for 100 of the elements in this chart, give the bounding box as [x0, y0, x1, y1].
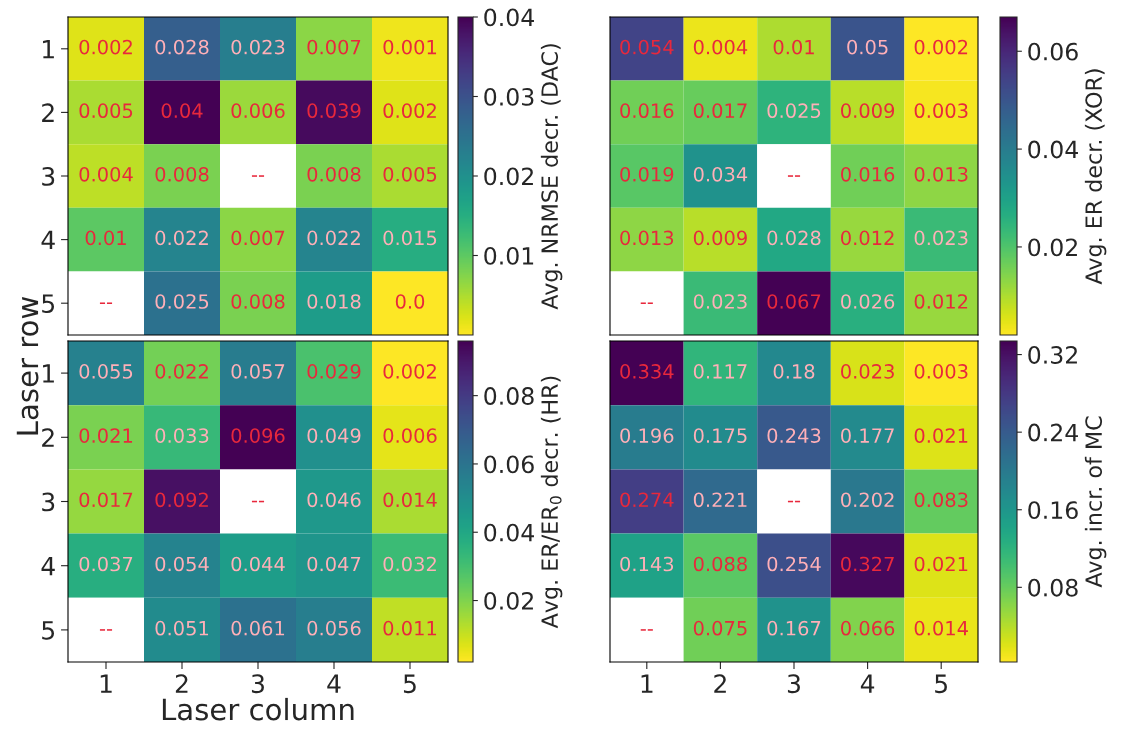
data-label: 0.274	[620, 492, 674, 508]
data-label: 0.057	[231, 364, 285, 379]
data-label: 0.021	[914, 428, 968, 443]
data-label: 0.075	[693, 620, 747, 636]
text: --	[99, 629, 113, 631]
data-label: 0.056	[307, 620, 361, 636]
data-label: 0.002	[383, 364, 436, 379]
data-label: 0.327	[841, 556, 894, 572]
color-bar-label: 0.02	[1028, 238, 1077, 257]
data-label: 0.05	[847, 39, 888, 55]
y-tick-label: 3	[42, 492, 55, 512]
data-label: 0.032	[383, 556, 436, 572]
data-label: 0.014	[383, 492, 437, 508]
data-label: 0.061	[231, 620, 285, 636]
data-label: 0.014	[914, 620, 968, 636]
color-bar-label: 0.01	[484, 246, 534, 265]
data-label: 0.026	[841, 294, 895, 309]
color-bar-label: 0.04	[484, 523, 534, 542]
color-bar-label: 0.06	[1028, 42, 1078, 61]
data-label: 0.033	[155, 428, 209, 443]
data-label: 0.025	[155, 294, 209, 309]
data-label: 0.254	[767, 556, 821, 572]
y-tick-label: 4	[41, 556, 55, 576]
y-axis-title: Laser row	[16, 296, 39, 435]
x-tick-label: 1	[641, 674, 653, 693]
data-label: 0.023	[231, 39, 285, 55]
data-label: 0.012	[914, 294, 968, 309]
data-label: 0.01	[773, 39, 814, 55]
data-label: 0.196	[620, 428, 674, 443]
data-label: 0.022	[307, 230, 360, 246]
data-label: 0.0	[395, 294, 425, 309]
x-tick-label: 5	[935, 674, 947, 694]
color-bar-label: 0.16	[1028, 501, 1078, 520]
data-label: 0.015	[383, 230, 437, 246]
data-label: 0.028	[155, 39, 209, 55]
data-label: 0.018	[307, 294, 361, 309]
data-label: 0.067	[767, 294, 821, 309]
text: --	[99, 302, 113, 305]
color-bar-label: 0.04	[1028, 140, 1078, 159]
x-tick-label: 3	[251, 674, 264, 694]
y-tick-label: 2	[42, 103, 54, 122]
color-bar-title: Avg. ER decr. (XOR)	[1084, 69, 1107, 285]
data-label: 0.054	[620, 39, 674, 55]
x-tick-label: 1	[100, 674, 112, 693]
data-label: 0.001	[383, 39, 437, 55]
y-tick-label: 1	[43, 40, 54, 59]
color-bar-label: 0.03	[484, 87, 534, 106]
data-label: 0.221	[693, 492, 747, 508]
data-label: 0.117	[693, 364, 747, 379]
x-tick-label: 2	[175, 674, 188, 693]
data-label: 0.006	[231, 103, 285, 119]
y-tick-label: 2	[42, 428, 54, 447]
text: --	[787, 500, 801, 503]
data-label: 0.009	[841, 103, 895, 119]
data-label: 0.007	[231, 230, 285, 246]
data-label: 0.013	[620, 230, 674, 246]
data-label: 0.013	[914, 166, 968, 182]
data-label: 0.029	[307, 364, 361, 379]
data-label: 0.016	[620, 103, 674, 119]
text: --	[640, 302, 653, 305]
data-label: 0.051	[155, 620, 209, 636]
color-bar-title: Avg. ER/ER$_{0}$ decr. (HR)	[540, 376, 563, 629]
color-bar-label: 0.08	[1028, 578, 1078, 597]
text: --	[640, 629, 653, 631]
data-label: 0.202	[841, 492, 894, 508]
data-label: 0.034	[693, 166, 748, 182]
y-tick-label: 5	[42, 621, 55, 640]
color-bar-title: Avg. NRMSE decr. (DAC)	[540, 44, 563, 310]
data-label: 0.037	[79, 556, 133, 572]
data-label: 0.003	[914, 103, 968, 119]
data-label: 0.047	[307, 556, 361, 572]
color-bar-title: Avg. incr. of MC	[1084, 416, 1107, 588]
color-bar-label: 0.04	[484, 8, 534, 27]
data-label: 0.003	[914, 364, 968, 379]
x-tick-label: 4	[327, 674, 341, 693]
data-label: 0.019	[620, 166, 674, 182]
x-tick-label: 5	[403, 674, 416, 694]
y-tick-label: 3	[42, 166, 55, 186]
data-label: 0.016	[841, 166, 895, 182]
data-label: 0.023	[841, 364, 894, 379]
data-label: 0.002	[383, 103, 436, 119]
data-label: 0.243	[767, 428, 821, 443]
data-label: 0.01	[85, 230, 126, 246]
data-label: 0.006	[383, 428, 437, 443]
x-axis-title: Laser column	[162, 697, 354, 721]
data-label: 0.021	[914, 556, 968, 572]
data-label: 0.044	[231, 556, 285, 572]
data-label: 0.002	[914, 39, 968, 55]
data-label: 0.008	[307, 166, 361, 182]
color-bar-label: 0.02	[484, 591, 533, 610]
data-label: 0.005	[383, 166, 437, 182]
data-label: 0.012	[841, 230, 894, 246]
x-tick-label: 4	[860, 674, 875, 693]
y-tick-label: 1	[43, 364, 54, 383]
data-label: 0.009	[693, 230, 747, 246]
data-label: 0.04	[161, 103, 203, 119]
data-label: 0.007	[307, 39, 361, 55]
color-bar-label: 0.02	[484, 167, 533, 186]
data-label: 0.054	[155, 556, 209, 572]
color-bar-label: 0.24	[1028, 423, 1078, 442]
